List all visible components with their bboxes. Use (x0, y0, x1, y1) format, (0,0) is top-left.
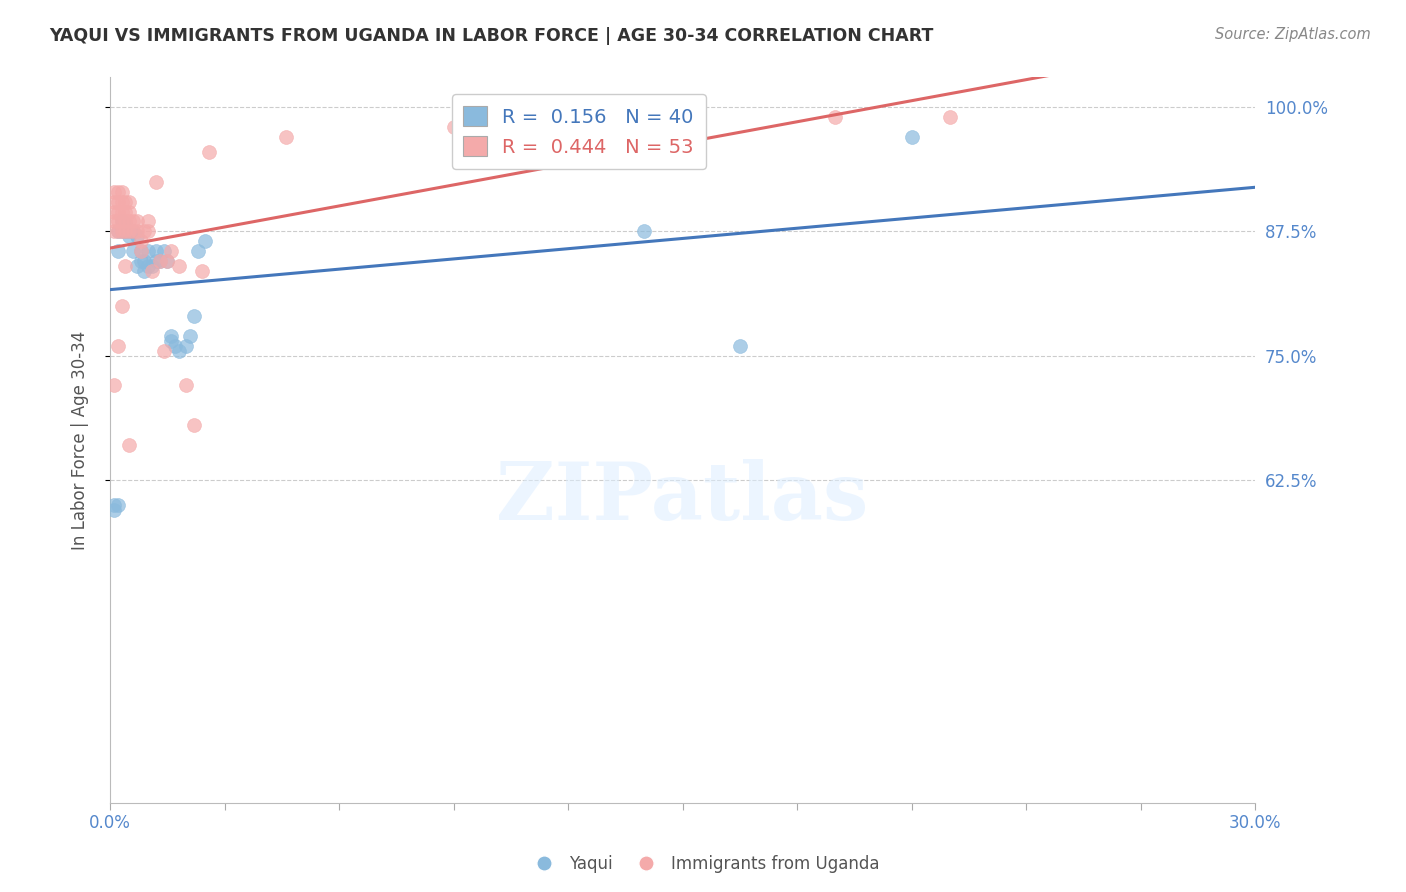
Point (125, 214, 148, 228)
Point (122, 224, 145, 238)
Point (900, 130, 922, 145)
Text: Source: ZipAtlas.com: Source: ZipAtlas.com (1215, 27, 1371, 42)
Point (160, 244, 183, 259)
Text: YAQUI VS IMMIGRANTS FROM UGANDA IN LABOR FORCE | AGE 30-34 CORRELATION CHART: YAQUI VS IMMIGRANTS FROM UGANDA IN LABOR… (49, 27, 934, 45)
Point (110, 299, 132, 313)
Y-axis label: In Labor Force | Age 30-34: In Labor Force | Age 30-34 (72, 330, 89, 549)
Point (118, 438, 141, 452)
Point (134, 224, 156, 238)
Point (118, 224, 141, 238)
Point (103, 194, 125, 209)
Point (103, 185, 125, 199)
Point (107, 214, 129, 228)
Point (107, 185, 129, 199)
Point (728, 338, 751, 352)
Point (114, 194, 136, 209)
Point (160, 334, 183, 348)
Point (198, 145, 221, 159)
Point (190, 264, 212, 278)
Point (149, 254, 172, 268)
Point (274, 130, 297, 145)
Point (114, 221, 136, 235)
Legend: R =  0.156   N = 40, R =  0.444   N = 53: R = 0.156 N = 40, R = 0.444 N = 53 (451, 95, 706, 169)
Point (110, 204, 132, 219)
Point (118, 224, 141, 238)
Point (129, 244, 152, 259)
Point (152, 343, 174, 358)
Point (176, 378, 198, 392)
Point (103, 502, 125, 516)
Point (110, 224, 132, 238)
Point (110, 224, 132, 238)
Point (134, 254, 156, 268)
Point (107, 224, 129, 238)
Point (110, 194, 132, 209)
Point (167, 343, 190, 358)
Point (129, 254, 152, 268)
Point (118, 214, 141, 228)
Point (103, 378, 125, 392)
Point (141, 264, 163, 278)
Point (114, 224, 136, 238)
Point (156, 254, 179, 268)
Point (110, 214, 132, 228)
Point (167, 259, 190, 273)
Point (122, 244, 145, 259)
Point (125, 229, 148, 244)
Point (136, 244, 159, 259)
Point (443, 120, 465, 134)
Point (557, 120, 579, 134)
Point (938, 110, 960, 124)
Point (136, 214, 159, 228)
Point (107, 204, 129, 219)
Point (183, 309, 205, 323)
Point (103, 498, 125, 512)
Point (118, 204, 141, 219)
Point (129, 235, 152, 249)
Point (163, 338, 186, 352)
Point (141, 259, 163, 273)
Point (107, 224, 129, 238)
Point (122, 214, 145, 228)
Point (107, 194, 129, 209)
Point (149, 254, 172, 268)
Point (114, 259, 136, 273)
Point (160, 328, 183, 343)
Point (118, 194, 141, 209)
Point (129, 244, 152, 259)
Point (194, 235, 217, 249)
Point (134, 264, 156, 278)
Point (114, 214, 136, 228)
Point (107, 498, 129, 512)
Point (118, 229, 141, 244)
Point (145, 244, 167, 259)
Point (114, 218, 136, 232)
Point (125, 259, 148, 273)
Point (103, 224, 125, 238)
Point (136, 224, 159, 238)
Point (183, 418, 205, 433)
Point (145, 254, 167, 268)
Point (125, 224, 148, 238)
Point (110, 185, 132, 199)
Point (136, 259, 159, 273)
Point (103, 204, 125, 219)
Point (176, 338, 198, 352)
Point (107, 338, 129, 352)
Point (114, 204, 136, 219)
Point (187, 244, 209, 259)
Point (110, 214, 132, 228)
Point (179, 328, 201, 343)
Point (114, 224, 136, 238)
Point (633, 224, 655, 238)
Point (152, 244, 174, 259)
Point (103, 214, 125, 228)
Legend: Yaqui, Immigrants from Uganda: Yaqui, Immigrants from Uganda (520, 848, 886, 880)
Point (122, 224, 145, 238)
Text: ZIPatlas: ZIPatlas (496, 459, 869, 537)
Point (107, 244, 129, 259)
Point (156, 254, 179, 268)
Point (824, 110, 846, 124)
Point (145, 175, 167, 189)
